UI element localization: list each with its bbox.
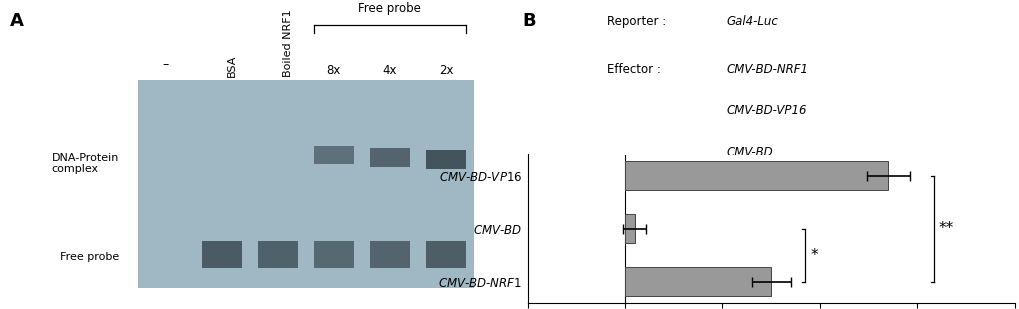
Text: Boiled NRF1: Boiled NRF1 xyxy=(282,10,292,77)
Text: B: B xyxy=(522,12,536,30)
Bar xyxy=(370,148,410,167)
Text: Gal4-Luc: Gal4-Luc xyxy=(726,15,777,28)
Text: CMV-BD: CMV-BD xyxy=(726,146,772,159)
Text: 4x: 4x xyxy=(382,64,396,77)
Text: 8x: 8x xyxy=(326,64,340,77)
Text: DNA-Protein
complex: DNA-Protein complex xyxy=(51,153,118,174)
Text: CMV-BD-NRF1: CMV-BD-NRF1 xyxy=(726,62,808,75)
Text: CMV-BD-VP16: CMV-BD-VP16 xyxy=(726,104,806,117)
Bar xyxy=(138,80,474,288)
Text: 2x: 2x xyxy=(438,64,452,77)
Bar xyxy=(425,241,466,268)
Bar xyxy=(202,241,242,268)
Bar xyxy=(314,241,354,268)
Text: Free probe: Free probe xyxy=(59,252,118,262)
Text: –: – xyxy=(162,58,169,71)
Bar xyxy=(314,146,354,164)
Text: Reporter :: Reporter : xyxy=(606,15,665,28)
Bar xyxy=(370,241,410,268)
Bar xyxy=(426,150,465,169)
Text: BSA: BSA xyxy=(226,55,236,77)
Bar xyxy=(258,241,298,268)
Text: Effector :: Effector : xyxy=(606,62,660,75)
Text: Free probe: Free probe xyxy=(358,2,421,15)
Text: A: A xyxy=(10,12,23,30)
